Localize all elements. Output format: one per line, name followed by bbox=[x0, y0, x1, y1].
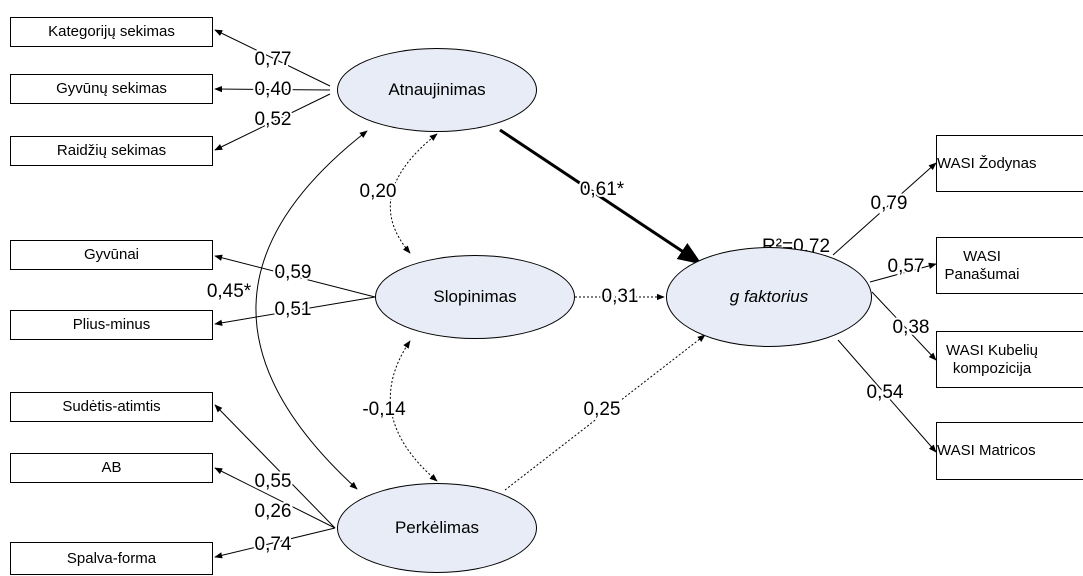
coefficient-label: 0,77 bbox=[255, 49, 292, 70]
node-label: Kategorijų sekimas bbox=[48, 23, 175, 40]
path-arrow bbox=[214, 404, 336, 529]
path-arrow bbox=[869, 262, 937, 283]
coefficient-label: 0,57 bbox=[888, 256, 925, 277]
indicator-box: AB bbox=[10, 453, 213, 483]
coefficient-label: 0,26 bbox=[255, 501, 292, 522]
coefficient-label: 0,74 bbox=[255, 534, 292, 555]
latent-factor: Perkėlimas bbox=[337, 483, 537, 573]
node-label: Sudėtis-atimtis bbox=[62, 398, 161, 415]
coefficient-label: 0,25 bbox=[584, 399, 621, 420]
node-label: WASI Panašumai bbox=[944, 247, 1020, 283]
indicator-box: Gyvūnų sekimas bbox=[10, 74, 213, 104]
node-label: Perkėlimas bbox=[394, 518, 480, 537]
indicator-box: Plius-minus bbox=[10, 310, 213, 340]
latent-factor: Atnaujinimas bbox=[337, 48, 537, 132]
path-arrow bbox=[255, 130, 368, 490]
path-arrow bbox=[871, 291, 937, 361]
node-label: WASI Matricos bbox=[937, 442, 1036, 459]
node-label: Slopinimas bbox=[433, 287, 517, 306]
coefficient-label: 0,79 bbox=[871, 193, 908, 214]
coefficient-label: 0,38 bbox=[893, 317, 930, 338]
coefficient-label: 0,54 bbox=[867, 382, 904, 403]
path-arrow bbox=[214, 527, 336, 559]
node-label: AB bbox=[101, 459, 122, 476]
indicator-box: Raidžių sekimas bbox=[10, 136, 213, 166]
indicator-box: Sudėtis-atimtis bbox=[10, 392, 213, 422]
coefficient-label: 0,40 bbox=[255, 79, 292, 100]
indicator-box: Kategorijų sekimas bbox=[10, 17, 213, 47]
coefficient-label: 0,31 bbox=[602, 286, 639, 307]
node-label: g faktorius bbox=[729, 287, 809, 306]
node-label: Raidžių sekimas bbox=[56, 142, 167, 159]
indicator-box: Spalva-forma bbox=[10, 542, 213, 575]
path-arrow bbox=[214, 467, 336, 529]
node-label: Plius-minus bbox=[72, 316, 151, 333]
node-label: Spalva-forma bbox=[66, 549, 157, 567]
node-label: WASI Žodynas bbox=[937, 154, 1037, 172]
coefficient-label: 0,55 bbox=[255, 471, 292, 492]
node-label: WASI Kubelių kompozicija bbox=[946, 341, 1038, 377]
path-arrow bbox=[499, 128, 702, 265]
path-arrow bbox=[389, 133, 438, 254]
coefficient-label: 0,20 bbox=[360, 181, 397, 202]
indicator-box: Gyvūnai bbox=[10, 240, 213, 270]
indicator-box: WASI Panašumai bbox=[936, 237, 1083, 294]
coefficient-label: -0,14 bbox=[362, 399, 406, 420]
path-arrow bbox=[214, 29, 331, 87]
coefficient-label: 0,52 bbox=[255, 109, 292, 130]
node-label: Gyvūnai bbox=[83, 246, 140, 263]
path-arrow bbox=[214, 85, 331, 93]
latent-factor: g faktorius bbox=[666, 247, 872, 347]
node-label: Atnaujinimas bbox=[388, 80, 486, 99]
coefficient-label: 0,45* bbox=[207, 281, 252, 302]
indicator-box: WASI Matricos bbox=[936, 422, 1083, 480]
indicator-box: WASI Žodynas bbox=[936, 135, 1083, 192]
path-arrow bbox=[389, 340, 438, 482]
path-arrow bbox=[214, 93, 331, 151]
coefficient-label: 0,59 bbox=[275, 262, 312, 283]
node-label: Gyvūnų sekimas bbox=[56, 80, 167, 97]
path-arrow bbox=[837, 339, 937, 453]
path-arrow bbox=[214, 254, 376, 298]
latent-factor: Slopinimas bbox=[375, 255, 575, 339]
coefficient-label: 0,61* bbox=[580, 179, 625, 200]
path-arrow bbox=[832, 162, 937, 256]
coefficient-label: 0,51 bbox=[275, 299, 312, 320]
path-arrow bbox=[214, 296, 376, 326]
indicator-box: WASI Kubelių kompozicija bbox=[936, 331, 1083, 388]
